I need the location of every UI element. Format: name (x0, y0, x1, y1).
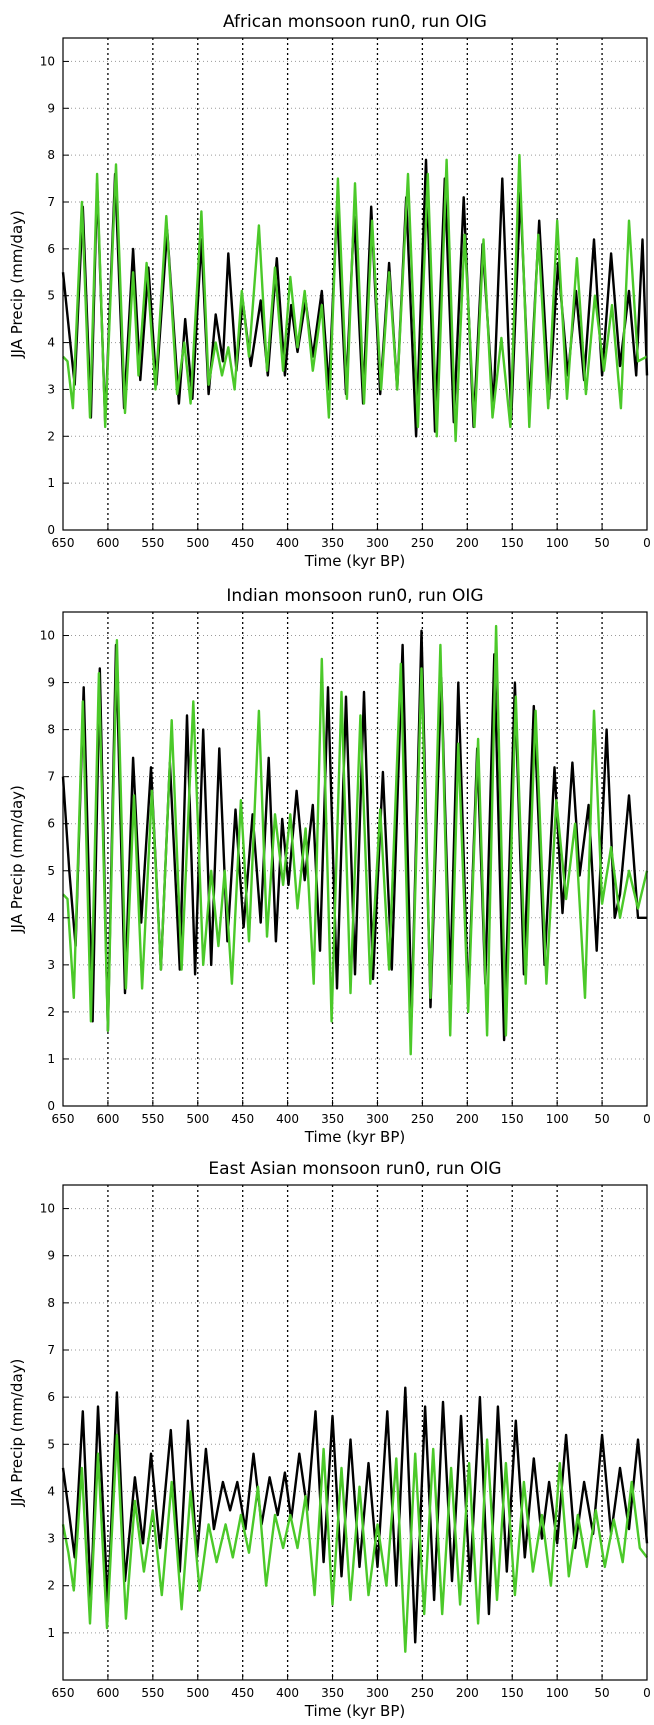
x-tick-label: 0 (643, 536, 651, 550)
x-tick-label: 600 (96, 1686, 119, 1700)
y-tick-label: 4 (47, 911, 55, 925)
x-tick-label: 650 (52, 1112, 75, 1126)
x-tick-label: 350 (321, 1686, 344, 1700)
y-tick-label: 6 (47, 817, 55, 831)
x-tick-label: 250 (411, 1112, 434, 1126)
y-tick-label: 7 (47, 770, 55, 784)
black-series-line (61, 1386, 649, 1644)
y-axis-label: JJA Precip (mm/day) (8, 785, 26, 934)
y-tick-label: 5 (47, 289, 55, 303)
y-tick-label: 1 (47, 1626, 55, 1640)
x-tick-label: 400 (276, 1112, 299, 1126)
x-tick-label: 300 (366, 1112, 389, 1126)
chart-panel-2: 650 600 550 500 450 400 350 300 250 200 150 100 50 00… (8, 586, 651, 1146)
x-tick-label: 500 (186, 1686, 209, 1700)
green-series-line (61, 1433, 648, 1653)
y-tick-label: 0 (47, 1099, 55, 1113)
x-tick-label: 150 (501, 1686, 524, 1700)
y-tick-label: 7 (47, 195, 55, 209)
x-tick-label: 250 (411, 1686, 434, 1700)
x-tick-label: 350 (321, 1112, 344, 1126)
x-tick-label: 400 (276, 1686, 299, 1700)
x-tick-label: 450 (231, 1686, 254, 1700)
x-tick-label: 50 (594, 1112, 609, 1126)
chart-panel-3: 650 600 550 500 450 400 350 300 250 200 150 100 50 01… (8, 1159, 651, 1720)
x-tick-label: 450 (231, 1112, 254, 1126)
x-tick-label: 500 (186, 536, 209, 550)
x-tick-label: 150 (501, 536, 524, 550)
x-tick-label: 200 (456, 1112, 479, 1126)
y-tick-label: 3 (47, 958, 55, 972)
x-axis-label: Time (kyr BP) (304, 1702, 405, 1720)
x-tick-label: 600 (96, 536, 119, 550)
x-tick-label: 200 (456, 1686, 479, 1700)
y-tick-label: 3 (47, 382, 55, 396)
x-tick-label: 300 (366, 1686, 389, 1700)
y-tick-label: 1 (47, 476, 55, 490)
x-tick-label: 200 (456, 536, 479, 550)
y-tick-label: 9 (47, 101, 55, 115)
x-tick-label: 550 (141, 1112, 164, 1126)
y-tick-label: 1 (47, 1052, 55, 1066)
x-tick-label: 100 (546, 1112, 569, 1126)
y-tick-label: 5 (47, 864, 55, 878)
plot-frame (62, 37, 648, 531)
y-tick-label: 4 (47, 1484, 55, 1498)
x-tick-label: 650 (52, 1686, 75, 1700)
y-tick-label: 4 (47, 336, 55, 350)
x-tick-label: 450 (231, 536, 254, 550)
y-tick-label: 8 (47, 148, 55, 162)
y-tick-label: 2 (47, 1005, 55, 1019)
x-tick-label: 0 (643, 1112, 651, 1126)
x-tick-label: 650 (52, 536, 75, 550)
x-tick-label: 350 (321, 536, 344, 550)
x-tick-label: 300 (366, 536, 389, 550)
y-tick-label: 5 (47, 1437, 55, 1451)
x-tick-label: 150 (501, 1112, 524, 1126)
y-tick-label: 10 (40, 54, 55, 68)
y-tick-label: 8 (47, 1296, 55, 1310)
green-series-line (62, 153, 648, 443)
plot-frame (62, 1184, 648, 1681)
chart-panel-1: 650 600 550 500 450 400 350 300 250 200 150 100 50 00… (8, 12, 651, 570)
chart-title: African monsoon run0, run OIG (223, 12, 487, 32)
y-tick-label: 3 (47, 1532, 55, 1546)
y-tick-label: 9 (47, 1249, 55, 1263)
x-tick-label: 600 (96, 1112, 119, 1126)
y-tick-label: 9 (47, 676, 55, 690)
y-tick-label: 2 (47, 429, 55, 443)
y-axis-label: JJA Precip (mm/day) (8, 1359, 26, 1508)
y-tick-label: 10 (40, 629, 55, 643)
y-tick-label: 6 (47, 242, 55, 256)
plot-frame (62, 611, 648, 1107)
x-tick-label: 250 (411, 536, 434, 550)
x-tick-label: 500 (186, 1112, 209, 1126)
x-tick-label: 550 (141, 1686, 164, 1700)
chart-title: Indian monsoon run0, run OIG (226, 586, 483, 606)
x-axis-label: Time (kyr BP) (304, 1128, 405, 1146)
x-tick-label: 100 (546, 1686, 569, 1700)
y-tick-label: 10 (40, 1202, 55, 1216)
x-tick-label: 400 (276, 536, 299, 550)
y-tick-label: 7 (47, 1343, 55, 1357)
y-tick-label: 0 (47, 523, 55, 537)
x-tick-label: 0 (643, 1686, 651, 1700)
x-tick-label: 50 (594, 1686, 609, 1700)
y-tick-label: 2 (47, 1579, 55, 1593)
y-tick-label: 6 (47, 1390, 55, 1404)
y-axis-label: JJA Precip (mm/day) (8, 210, 26, 359)
green-series-line (62, 624, 649, 1056)
x-tick-label: 550 (141, 536, 164, 550)
x-axis-label: Time (kyr BP) (304, 552, 405, 570)
x-tick-label: 100 (546, 536, 569, 550)
x-tick-label: 50 (594, 536, 609, 550)
chart-title: East Asian monsoon run0, run OIG (208, 1159, 501, 1179)
y-tick-label: 8 (47, 723, 55, 737)
